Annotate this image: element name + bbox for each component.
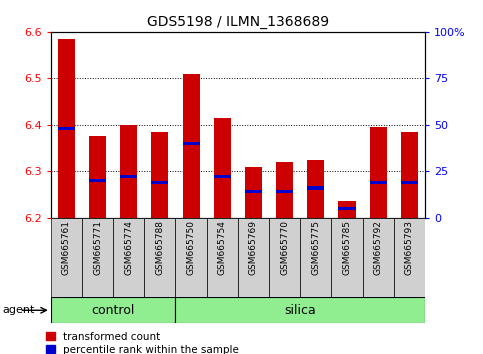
Bar [276,190,293,193]
Title: GDS5198 / ILMN_1368689: GDS5198 / ILMN_1368689 [147,16,329,29]
Bar [401,132,418,218]
Text: control: control [91,304,135,317]
Text: GSM665769: GSM665769 [249,220,258,275]
Bar [213,175,231,178]
Bar [183,74,199,218]
Text: agent: agent [2,305,35,315]
Bar [369,127,387,218]
Bar [307,186,325,190]
Text: GSM665770: GSM665770 [280,220,289,275]
Bar [120,175,137,178]
Bar [89,136,106,218]
Text: GSM665792: GSM665792 [374,220,383,275]
Bar [82,218,113,297]
Bar [245,190,262,193]
Bar [369,181,387,184]
Bar [331,218,363,297]
Text: GSM665785: GSM665785 [342,220,352,275]
Bar [175,218,207,297]
Bar [58,39,75,218]
Legend: transformed count, percentile rank within the sample: transformed count, percentile rank withi… [46,332,239,354]
Bar [175,297,425,323]
Bar [401,181,418,184]
Bar [151,132,169,218]
Bar [276,162,293,218]
Text: GSM665761: GSM665761 [62,220,71,275]
Bar [51,218,82,297]
Bar [183,142,199,145]
Bar [339,207,355,210]
Text: GSM665750: GSM665750 [186,220,196,275]
Bar [269,218,300,297]
Text: GSM665774: GSM665774 [124,220,133,275]
Text: GSM665754: GSM665754 [218,220,227,275]
Bar [300,218,331,297]
Bar [307,160,325,218]
Text: GSM665771: GSM665771 [93,220,102,275]
Text: silica: silica [284,304,316,317]
Bar [238,218,269,297]
Bar [113,218,144,297]
Bar [144,218,175,297]
Bar [58,127,75,130]
Bar [339,201,355,218]
Bar [207,218,238,297]
Bar [363,218,394,297]
Text: GSM665775: GSM665775 [312,220,320,275]
Bar [89,179,106,182]
Bar [394,218,425,297]
Bar [213,118,231,218]
Bar [120,125,137,218]
Text: GSM665793: GSM665793 [405,220,414,275]
Bar [151,181,169,184]
Bar [245,167,262,218]
Bar [51,297,175,323]
Text: GSM665788: GSM665788 [156,220,164,275]
